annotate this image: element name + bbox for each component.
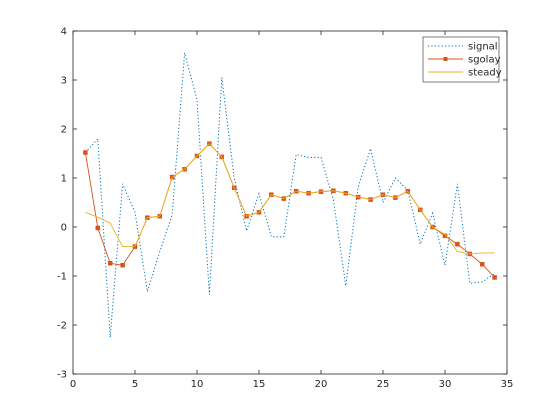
plot-area <box>73 31 507 374</box>
legend-marker-sgolay <box>443 57 448 61</box>
y-tick-label: -3 <box>57 370 67 381</box>
x-tick-label: 0 <box>70 379 76 390</box>
x-tick-label: 30 <box>439 379 452 390</box>
legend-label: sgolay <box>468 55 501 66</box>
series-line-steady <box>85 143 495 255</box>
data-point-sgolay <box>83 150 88 155</box>
data-point-sgolay <box>492 275 497 280</box>
x-tick-label: 15 <box>253 379 266 390</box>
y-tick-label: 1 <box>61 174 67 185</box>
data-point-sgolay <box>455 241 460 247</box>
x-tick-label: 25 <box>377 379 390 390</box>
legend-label: signal <box>468 42 498 53</box>
series-layer <box>83 52 497 338</box>
y-tick-label: 0 <box>61 223 67 234</box>
axes-layer: 0 5 10 15 20 25 30 35 -3 -2 -1 0 1 2 3 4 <box>57 27 513 391</box>
series-steady <box>85 143 495 255</box>
x-tick-label: 10 <box>191 379 204 390</box>
y-tick-label: -2 <box>57 321 67 332</box>
y-tick-label: 4 <box>61 27 67 38</box>
axes-box <box>72 30 508 375</box>
series-line-signal <box>85 52 495 338</box>
x-tick-label: 20 <box>315 379 328 390</box>
data-point-sgolay <box>107 261 113 266</box>
data-point-sgolay <box>442 233 448 239</box>
x-tick-label: 5 <box>132 379 138 390</box>
y-tick-label: 2 <box>61 125 67 136</box>
data-point-sgolay <box>479 261 485 267</box>
x-tick-label: 35 <box>501 379 514 390</box>
legend-label: steady <box>468 68 502 79</box>
data-point-sgolay <box>95 225 101 231</box>
y-tick-label: 3 <box>61 76 67 87</box>
legend: signal sgolay steady <box>422 36 502 83</box>
y-tick-label: -1 <box>57 272 67 283</box>
data-point-sgolay <box>120 262 125 268</box>
series-signal <box>85 52 495 338</box>
